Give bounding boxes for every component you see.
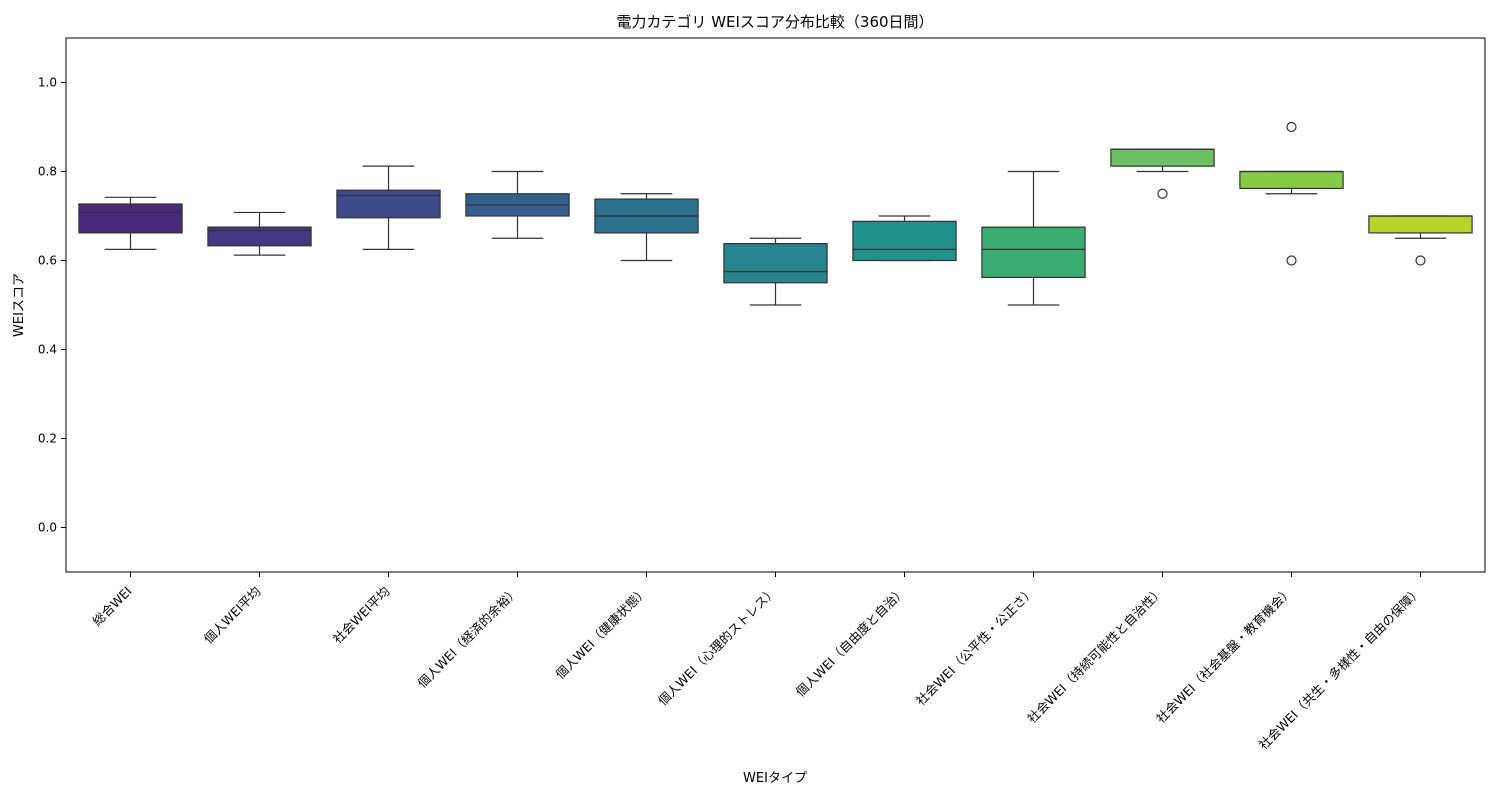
outlier-point [1157,188,1168,199]
y-tick-label: 0.2 [38,432,57,446]
x-tick-label: 社会WEI（公平性・公正さ） [913,584,1038,709]
iqr-box [723,242,828,284]
x-axis-label: WEIタイプ [743,771,807,786]
x-tick-label: 社会WEI（共生・多様性・自由の保障） [1256,584,1425,753]
box-group [1368,215,1473,266]
x-tick-label: 社会WEI平均 [330,584,393,647]
iqr-box [78,203,183,234]
iqr-box [981,226,1086,279]
box-group [1110,148,1215,199]
box-group [465,170,570,239]
box-group [78,196,183,250]
box-group [207,211,312,256]
x-tick-label: 個人WEI（経済的余裕） [415,584,522,691]
y-tick-label: 1.0 [38,76,57,90]
iqr-box [336,189,441,219]
x-tick-label: 個人WEI平均 [201,584,264,647]
box-group [336,165,441,250]
iqr-box [1239,170,1344,190]
y-tick-label: 0.4 [38,343,57,357]
outlier-point [1415,255,1426,266]
y-tick-label: 0.8 [38,165,57,179]
y-axis: 0.0 0.2 0.4 0.6 0.8 1.0 [38,76,66,535]
y-tick-label: 0.0 [38,521,57,535]
x-tick-label: 総合WEI [89,584,134,629]
iqr-box [1368,215,1473,234]
y-axis-label: WEIスコア [12,273,27,337]
x-tick-label: 社会WEI（社会基盤・教育機会） [1153,584,1295,726]
outlier-point [1286,121,1297,133]
outlier-point [1286,255,1297,266]
x-tick-label: 個人WEI（健康状態） [552,584,650,682]
box-group [1239,121,1344,266]
iqr-box [852,220,957,262]
y-tick-label: 0.6 [38,254,57,268]
iqr-box [207,226,312,247]
x-tick-label: 個人WEI（心理的ストレス） [655,584,780,709]
x-tick-label: 社会WEI（持続可能性と自治性） [1024,584,1166,726]
plot-area [78,121,1473,306]
chart-title: 電力カテゴリ WEIスコア分布比較（360日間） [616,13,933,31]
x-tick-label: 個人WEI（自由度と自治） [793,584,909,700]
box-group [594,193,699,262]
box-group [852,215,957,262]
box-group [981,170,1086,306]
x-axis: 総合WEI 個人WEI平均 社会WEI平均 個人WEI（経済的余裕） 個人WEI（健康状… [89,572,1425,753]
iqr-box [1110,148,1215,167]
box-group [723,237,828,306]
